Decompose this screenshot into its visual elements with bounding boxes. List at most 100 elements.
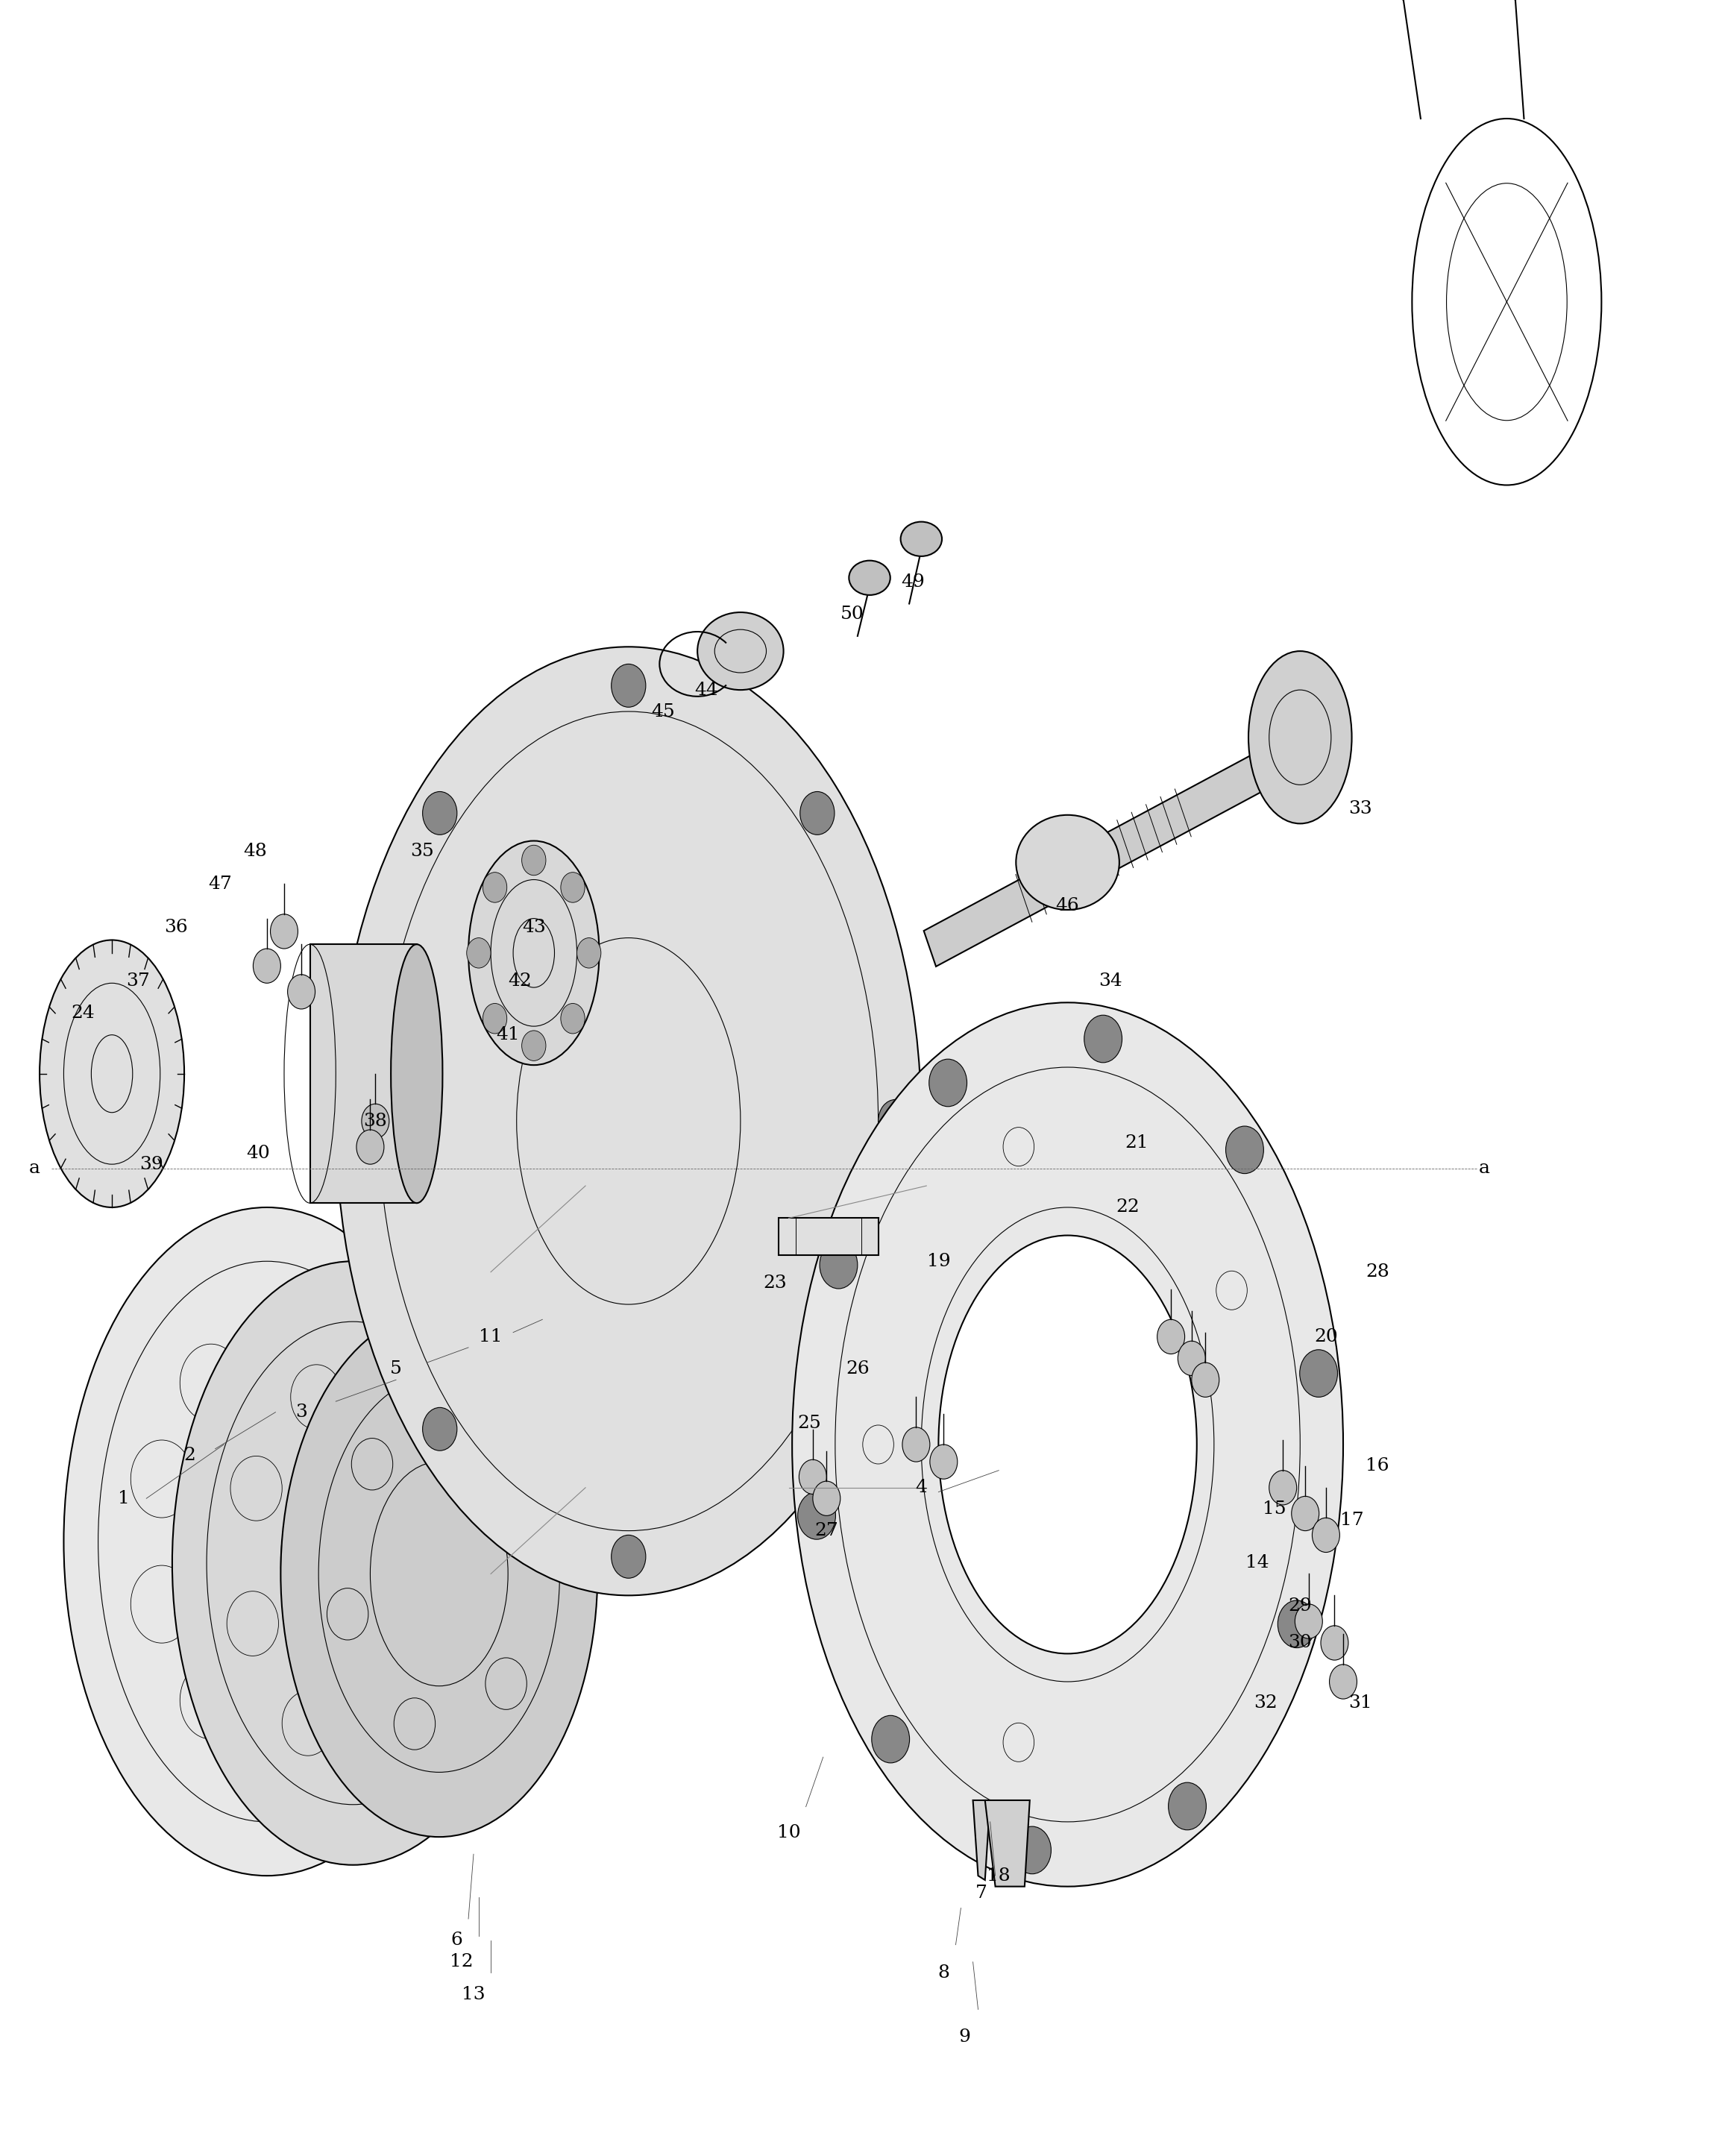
Ellipse shape (820, 1242, 858, 1289)
Text: 32: 32 (1254, 1695, 1278, 1712)
Polygon shape (973, 1800, 990, 1880)
Ellipse shape (356, 1130, 384, 1164)
Ellipse shape (801, 1408, 835, 1451)
Text: 29: 29 (1288, 1598, 1312, 1615)
Text: 45: 45 (651, 703, 675, 720)
Ellipse shape (362, 1104, 389, 1138)
Text: 40: 40 (246, 1145, 270, 1162)
Ellipse shape (1295, 1604, 1322, 1639)
Ellipse shape (611, 1535, 646, 1578)
Ellipse shape (1321, 1626, 1348, 1660)
Text: 11: 11 (479, 1328, 503, 1345)
Ellipse shape (422, 1408, 456, 1451)
Text: 31: 31 (1348, 1695, 1372, 1712)
Ellipse shape (1085, 1015, 1123, 1063)
Text: 8: 8 (938, 1964, 949, 1981)
Ellipse shape (1013, 1826, 1050, 1874)
Text: 24: 24 (71, 1005, 95, 1022)
Ellipse shape (270, 914, 298, 949)
Ellipse shape (697, 612, 784, 690)
Text: 30: 30 (1288, 1634, 1312, 1651)
Text: 35: 35 (410, 843, 434, 860)
Text: 3: 3 (296, 1404, 307, 1421)
Ellipse shape (1292, 1496, 1319, 1531)
Text: 25: 25 (797, 1414, 821, 1432)
Ellipse shape (849, 561, 890, 595)
Ellipse shape (1016, 815, 1119, 910)
Ellipse shape (40, 940, 184, 1207)
Circle shape (482, 873, 506, 903)
Ellipse shape (1248, 651, 1352, 824)
Ellipse shape (1278, 1600, 1316, 1647)
Text: 6: 6 (451, 1932, 461, 1949)
Text: 18: 18 (987, 1867, 1011, 1884)
Ellipse shape (813, 1481, 840, 1516)
Ellipse shape (1300, 1350, 1338, 1397)
Text: 46: 46 (1056, 897, 1080, 914)
Ellipse shape (468, 841, 599, 1065)
Ellipse shape (64, 1207, 470, 1876)
Ellipse shape (799, 1460, 827, 1494)
Ellipse shape (422, 791, 456, 834)
Text: 10: 10 (777, 1824, 801, 1841)
Polygon shape (310, 944, 417, 1203)
Text: 36: 36 (164, 918, 188, 936)
Ellipse shape (336, 647, 921, 1595)
Text: a: a (1479, 1160, 1490, 1177)
Ellipse shape (391, 944, 443, 1203)
Circle shape (522, 845, 546, 875)
Ellipse shape (1329, 1664, 1357, 1699)
Text: 47: 47 (208, 875, 232, 893)
Polygon shape (985, 1800, 1030, 1886)
Ellipse shape (871, 1716, 909, 1764)
Text: 38: 38 (363, 1112, 387, 1130)
Text: 14: 14 (1245, 1554, 1269, 1572)
Text: 20: 20 (1314, 1328, 1338, 1345)
Text: 2: 2 (184, 1447, 195, 1464)
Ellipse shape (902, 1427, 930, 1462)
Text: 39: 39 (139, 1156, 164, 1173)
Ellipse shape (801, 791, 835, 834)
Ellipse shape (930, 1445, 957, 1479)
Ellipse shape (878, 1100, 913, 1143)
Text: 48: 48 (243, 843, 267, 860)
Text: 37: 37 (126, 972, 150, 990)
Ellipse shape (1269, 1470, 1297, 1505)
Ellipse shape (1312, 1518, 1340, 1552)
Text: 19: 19 (926, 1253, 951, 1270)
Text: 27: 27 (815, 1522, 839, 1539)
Text: 28: 28 (1366, 1263, 1390, 1281)
Ellipse shape (1226, 1125, 1264, 1173)
Text: 7: 7 (976, 1884, 987, 1902)
Ellipse shape (172, 1261, 534, 1865)
Circle shape (577, 938, 601, 968)
Text: 22: 22 (1116, 1199, 1140, 1216)
Polygon shape (778, 1218, 878, 1255)
Text: 26: 26 (846, 1360, 870, 1378)
Ellipse shape (1178, 1341, 1205, 1376)
Text: 33: 33 (1348, 800, 1372, 817)
Circle shape (561, 873, 585, 903)
Text: 4: 4 (916, 1479, 926, 1496)
Circle shape (467, 938, 491, 968)
Text: 9: 9 (959, 2029, 969, 2046)
Text: 23: 23 (763, 1274, 787, 1291)
Ellipse shape (938, 1235, 1197, 1654)
Ellipse shape (1157, 1319, 1185, 1354)
Ellipse shape (253, 949, 281, 983)
Ellipse shape (1168, 1783, 1205, 1830)
Text: 34: 34 (1099, 972, 1123, 990)
Text: 42: 42 (508, 972, 532, 990)
Ellipse shape (281, 1311, 598, 1837)
Ellipse shape (344, 1100, 379, 1143)
Text: 43: 43 (522, 918, 546, 936)
Ellipse shape (1192, 1363, 1219, 1397)
Ellipse shape (288, 975, 315, 1009)
Text: 50: 50 (840, 606, 864, 623)
Circle shape (522, 1031, 546, 1061)
Text: 49: 49 (901, 573, 925, 591)
Text: 17: 17 (1340, 1511, 1364, 1529)
Text: 1: 1 (119, 1490, 129, 1507)
Circle shape (561, 1003, 585, 1033)
Text: 16: 16 (1366, 1457, 1390, 1475)
